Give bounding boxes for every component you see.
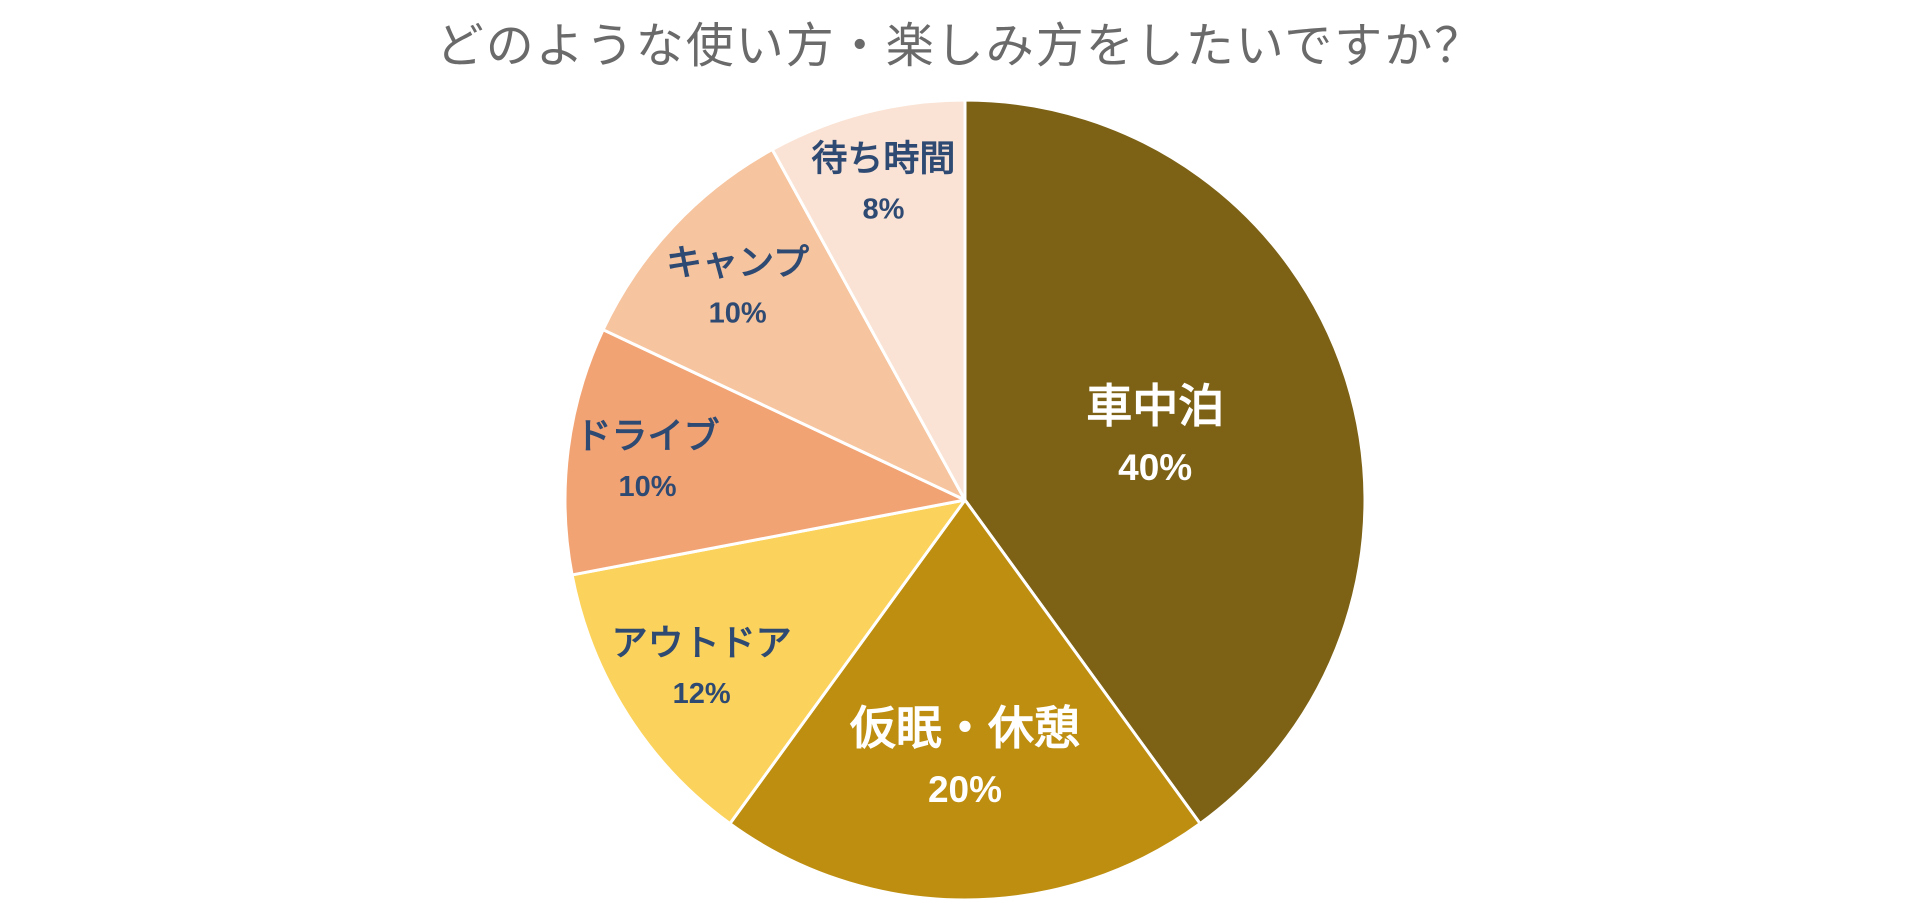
slice-name-label: 仮眠・休憩: [849, 702, 1080, 754]
pie-label-5: キャンプ 10%: [666, 241, 809, 329]
slice-percent-label: 8%: [862, 193, 904, 225]
slice-name-label: キャンプ: [666, 241, 809, 282]
pie-slice-4: [563, 328, 967, 577]
pie-slice-3: [570, 498, 967, 826]
chart-title: どのような使い方・楽しみ方をしたいですか？: [435, 20, 1485, 73]
pie-label-4: ドライブ 10%: [575, 415, 719, 503]
slice-name-label: アウトドア: [612, 622, 792, 663]
pie-slice-5: [601, 147, 967, 502]
slice-percent-label: 12%: [673, 678, 731, 710]
slice-name-label: ドライブ: [575, 415, 719, 456]
slice-percent-label: 10%: [709, 297, 767, 329]
pie-label-6: 待ち時間 8%: [811, 137, 955, 225]
pie-slice-1: [963, 98, 1367, 826]
pie-label-1: 車中泊 40%: [1086, 380, 1224, 488]
pie-label-3: アウトドア 12%: [612, 622, 792, 710]
slice-name-label: 待ち時間: [811, 137, 955, 178]
slice-name-label: 車中泊: [1086, 380, 1224, 432]
pie-slice-6: [770, 98, 967, 502]
slice-percent-label: 20%: [928, 769, 1002, 810]
pie-label-2: 仮眠・休憩 20%: [849, 702, 1080, 810]
slice-percent-label: 40%: [1118, 447, 1192, 488]
pie-slice-2: [728, 498, 1202, 902]
slice-percent-label: 10%: [618, 471, 676, 503]
